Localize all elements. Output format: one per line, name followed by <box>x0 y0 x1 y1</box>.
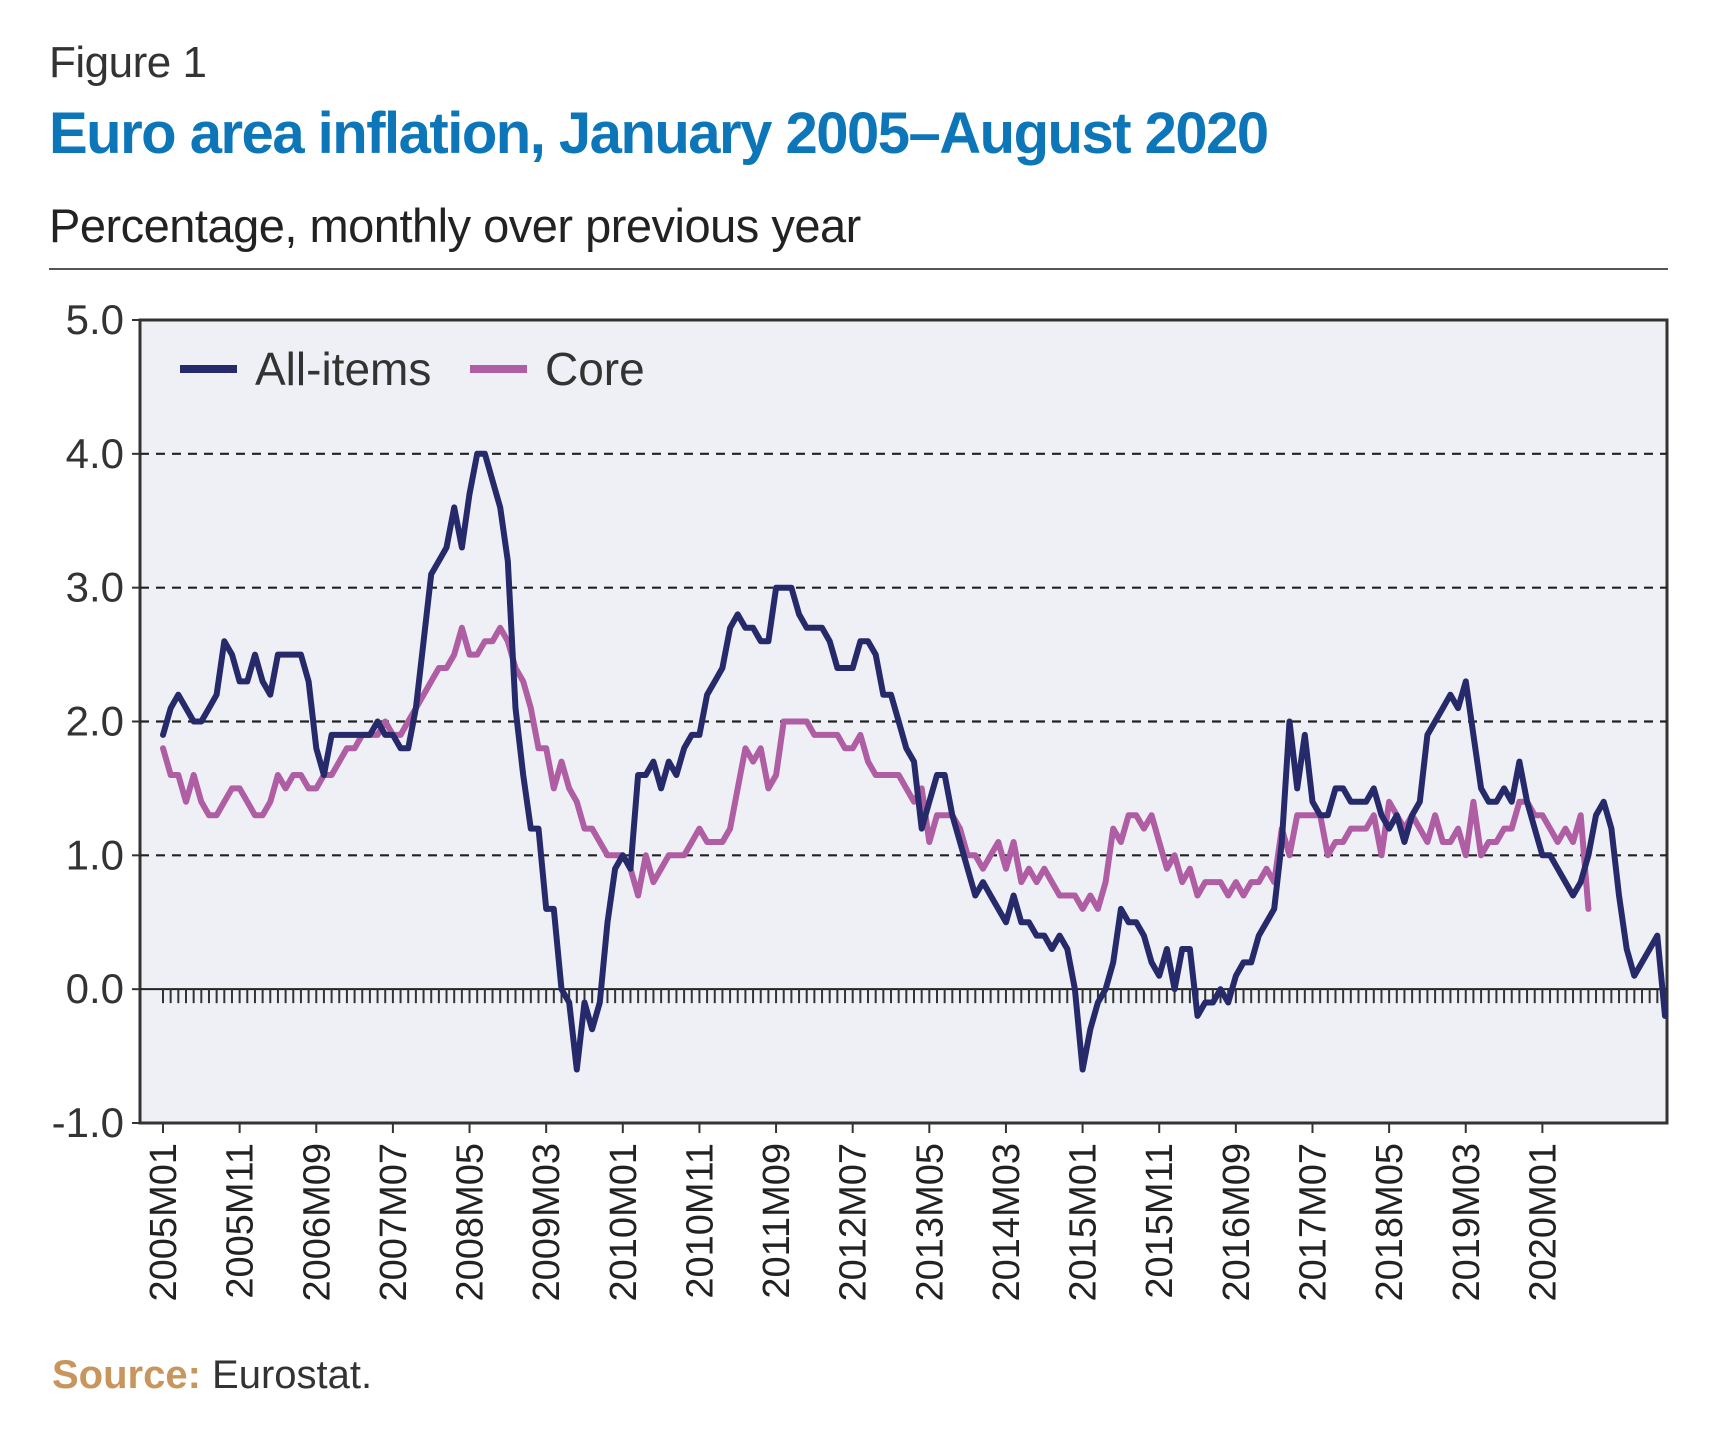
x-tick-label: 2008M05 <box>450 1143 492 1301</box>
x-tick-label: 2010M01 <box>603 1143 645 1301</box>
source-note: Source: Eurostat. <box>52 1353 372 1398</box>
x-tick-label: 2017M07 <box>1292 1143 1334 1301</box>
x-tick-label: 2015M11 <box>1139 1143 1181 1299</box>
legend: All-items Core <box>180 343 645 395</box>
y-tick-label: 3.0 <box>66 564 124 611</box>
x-tick-label: 2014M03 <box>986 1143 1028 1301</box>
header-rule <box>49 268 1668 270</box>
y-axis: -1.0 0.0 1.0 2.0 3.0 4.0 5.0 <box>52 296 140 1146</box>
y-tick-label: -1.0 <box>52 1099 124 1146</box>
series-line-all-items <box>160 450 1668 1073</box>
x-tick-label: 2013M05 <box>909 1143 951 1301</box>
y-tick-label: 5.0 <box>66 296 124 343</box>
series-line-core <box>160 624 1592 912</box>
x-tick-label: 2005M01 <box>143 1143 185 1301</box>
y-tick-label: 0.0 <box>66 965 124 1012</box>
x-axis: 2005M01 2005M11 2006M09 2007M07 2008M05 2009M… <box>143 1123 1564 1301</box>
y-tick-label: 4.0 <box>66 430 124 477</box>
x-tick-label: 2007M07 <box>373 1143 415 1301</box>
figure-label: Figure 1 <box>49 38 207 87</box>
source-label: Source: <box>52 1353 201 1397</box>
x-tick-label: 2011M09 <box>756 1143 798 1299</box>
chart-title: Euro area inflation, January 2005–August… <box>49 101 1269 166</box>
series-lines <box>160 450 1668 1073</box>
legend-label-core: Core <box>545 343 645 395</box>
y-tick-label: 2.0 <box>66 698 124 745</box>
x-tick-label: 2020M01 <box>1522 1143 1564 1301</box>
x-tick-label: 2006M09 <box>296 1143 338 1301</box>
source-text: Eurostat. <box>200 1353 373 1397</box>
chart-subtitle: Percentage, monthly over previous year <box>49 199 861 252</box>
x-tick-label: 2019M03 <box>1446 1143 1488 1301</box>
x-tick-label: 2005M11 <box>220 1143 262 1299</box>
x-axis-ticks <box>162 989 1666 1004</box>
x-tick-label: 2016M09 <box>1216 1143 1258 1301</box>
x-tick-label: 2018M05 <box>1369 1143 1411 1301</box>
x-tick-label: 2009M03 <box>526 1143 568 1301</box>
x-tick-label: 2015M01 <box>1063 1143 1105 1301</box>
legend-label-all-items: All-items <box>255 343 431 395</box>
x-tick-label: 2010M11 <box>679 1143 721 1299</box>
y-tick-label: 1.0 <box>66 831 124 878</box>
x-tick-label: 2012M07 <box>833 1143 875 1301</box>
